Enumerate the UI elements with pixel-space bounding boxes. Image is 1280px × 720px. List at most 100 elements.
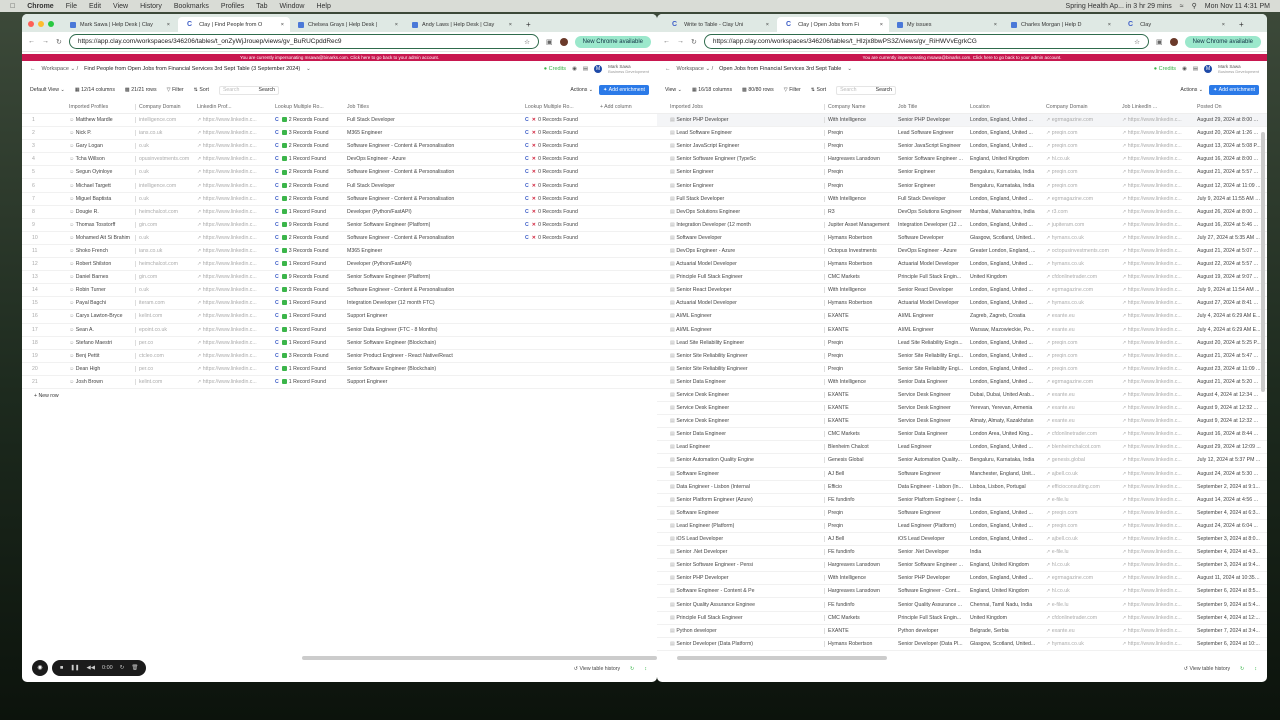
menu-item[interactable]: View (107, 2, 128, 10)
posted-on-cell[interactable]: August 9, 2024 at 12:32 A... (1197, 405, 1262, 412)
company-domain-cell[interactable]: ↗ exante.eu (1046, 313, 1075, 320)
company-domain-cell[interactable]: ↗ genesis.global (1046, 457, 1085, 464)
menu-item[interactable]: Edit (83, 2, 101, 10)
job-linkedin-cell[interactable]: ↗ https://www.linkedin.c... (1122, 234, 1182, 241)
linkedin-cell[interactable]: ↗ https://www.linkedin.c... (197, 352, 257, 359)
search-input[interactable]: Search Search (218, 85, 279, 95)
company-name-cell[interactable]: Preqin (828, 169, 843, 176)
company-domain-cell[interactable]: iteram.com (139, 300, 165, 307)
help-icon[interactable]: ◉ (1182, 66, 1187, 72)
table-row[interactable]: ▤ Senior Data Engineer CMC Markets Senio… (657, 428, 1267, 442)
job-linkedin-cell[interactable]: ↗ https://www.linkedin.c... (1122, 536, 1182, 543)
imported-job-cell[interactable]: ▤ Senior Data Engineer (667, 378, 825, 385)
table-row[interactable]: ▤ Senior Software Engineer (TypeSc Hargr… (657, 153, 1267, 167)
posted-on-cell[interactable]: August 21, 2024 at 5:57 A... (1197, 169, 1262, 176)
linkedin-cell[interactable]: ↗ https://www.linkedin.c... (197, 156, 257, 163)
company-domain-cell[interactable]: ↗ preqin.com (1046, 352, 1078, 359)
linkedin-cell[interactable]: ↗ https://www.linkedin.c... (197, 313, 257, 320)
job-linkedin-cell[interactable]: ↗ https://www.linkedin.c... (1122, 195, 1182, 202)
job-linkedin-cell[interactable]: ↗ https://www.linkedin.c... (1122, 522, 1182, 529)
table-row[interactable]: ▤ Service Desk Engineer EXANTE Service D… (657, 402, 1267, 416)
imported-job-cell[interactable]: ▤ Full Stack Developer (667, 195, 825, 202)
job-title-cell[interactable]: Senior Software Engineer (Blockchain) (347, 339, 437, 346)
posted-on-cell[interactable]: August 23, 2024 at 11:09 ... (1197, 365, 1261, 372)
job-linkedin-cell[interactable]: ↗ https://www.linkedin.c... (1122, 143, 1182, 150)
imported-job-cell[interactable]: ▤ Senior Software Engineer - Pensi (667, 562, 825, 569)
table-row[interactable]: ▤ Actuarial Model Developer Hymans Rober… (657, 258, 1267, 272)
column-header[interactable]: Company Name (828, 104, 866, 110)
company-domain-cell[interactable]: o.uk (139, 169, 149, 176)
rewind-icon[interactable]: ◀◀ (86, 665, 96, 671)
job-title-cell[interactable]: Senior PHP Developer (898, 117, 951, 124)
table-row[interactable]: ▤ Python developer EXANTE Python develop… (657, 625, 1267, 638)
job-title-cell[interactable]: Lead Site Reliability Engin... (898, 339, 963, 346)
company-domain-cell[interactable]: ↗ hymans.co.uk (1046, 261, 1084, 268)
imported-job-cell[interactable]: ▤ Senior PHP Developer (667, 117, 825, 124)
menu-item[interactable]: Bookmarks (168, 2, 209, 10)
location-cell[interactable]: London, England, United ... (970, 221, 1033, 228)
close-tab-icon[interactable]: × (993, 21, 997, 28)
linkedin-cell[interactable]: ↗ https://www.linkedin.c... (197, 143, 257, 150)
column-header[interactable]: Posted On (1197, 104, 1222, 110)
actions-button[interactable]: Actions ⌄ (1180, 87, 1204, 93)
posted-on-cell[interactable]: August 21, 2024 at 5:20 A... (1197, 378, 1262, 385)
table-row[interactable]: ▤ Lead Site Reliability Engineer Preqin … (657, 337, 1267, 350)
posted-on-cell[interactable]: August 16, 2024 at 8:00 A... (1197, 156, 1262, 163)
back-icon[interactable]: ← (663, 38, 670, 45)
job-title-cell[interactable]: Developer (Python/FastAPI) (347, 261, 412, 268)
location-cell[interactable]: Warsaw, Mazowieckie, Po... (970, 326, 1035, 333)
new-tab-button[interactable]: + (526, 20, 531, 29)
table-row[interactable]: ▤ Software Engineer Preqin Software Engi… (657, 507, 1267, 520)
imported-job-cell[interactable]: ▤ Senior .Net Developer (667, 549, 825, 556)
imported-profile-cell[interactable]: ☺ Miguel Baptista (66, 195, 136, 202)
posted-on-cell[interactable]: July 12, 2024 at 5:37 PM ... (1197, 457, 1261, 464)
posted-on-cell[interactable]: August 29, 2024 at 12:09 ... (1197, 444, 1261, 451)
company-domain-cell[interactable]: ↗ jupiteram.com (1046, 221, 1085, 228)
linkedin-cell[interactable]: ↗ https://www.linkedin.c... (197, 169, 257, 176)
job-title-cell[interactable]: Full Stack Developer (347, 182, 395, 189)
company-name-cell[interactable]: CMC Markets (828, 431, 860, 438)
job-title-cell[interactable]: Software Engineer (898, 470, 941, 477)
imported-job-cell[interactable]: ▤ Service Desk Engineer (667, 405, 825, 412)
company-domain-cell[interactable]: per.co (139, 339, 154, 346)
browser-tab[interactable]: C Clay × (1119, 17, 1231, 32)
job-linkedin-cell[interactable]: ↗ https://www.linkedin.c... (1122, 483, 1182, 490)
actions-button[interactable]: Actions ⌄ (570, 87, 594, 93)
table-row[interactable]: ▤ Senior Engineer Preqin Senior Engineer… (657, 166, 1267, 180)
job-title-cell[interactable]: Integration Developer (12 ... (898, 221, 963, 228)
table-row[interactable]: ▤ Actuarial Model Developer Hymans Rober… (657, 297, 1267, 311)
imported-job-cell[interactable]: ▤ Lead Engineer (Platform) (667, 522, 825, 529)
location-cell[interactable]: Lisboa, Lisbon, Portugal (970, 483, 1026, 490)
add-enrichment-button[interactable]: ✦ Add enrichment (599, 85, 649, 95)
table-row[interactable]: 8 ☺ Dougie R. heimchalcot.com ↗ https://… (22, 206, 657, 219)
job-title-cell[interactable]: Senior Data Engineer (898, 378, 948, 385)
imported-profile-cell[interactable]: ☺ Matthew Mardle (66, 117, 136, 124)
company-domain-cell[interactable]: kelint.com (139, 378, 163, 385)
filter-button[interactable]: ▽ Filter (783, 87, 801, 93)
posted-on-cell[interactable]: August 16, 2024 at 8:44 A... (1197, 431, 1262, 438)
company-name-cell[interactable]: EXANTE (828, 326, 849, 333)
company-domain-cell[interactable]: ↗ exante.eu (1046, 392, 1075, 399)
close-tab-icon[interactable]: × (879, 21, 883, 28)
company-domain-cell[interactable]: ↗ e-file.lu (1046, 496, 1069, 503)
imported-job-cell[interactable]: ▤ Senior PHP Developer (667, 575, 825, 582)
column-header[interactable]: Lookup Multiple Ro... (525, 104, 574, 110)
location-cell[interactable]: Belgrade, Serbia (970, 627, 1009, 634)
imported-profile-cell[interactable]: ☺ Josh Brown (66, 378, 136, 385)
lookup-2-cell[interactable]: C ✕ 0 Records Found (525, 208, 578, 215)
company-domain-cell[interactable]: ↗ cfdonlinetrader.com (1046, 431, 1098, 438)
company-domain-cell[interactable]: ↗ cfdonlinetrader.com (1046, 274, 1098, 281)
imported-profile-cell[interactable]: ☺ Sean A. (66, 326, 136, 333)
table-row[interactable]: 9 ☺ Thomas Tosstorff gin.com ↗ https://w… (22, 219, 657, 232)
linkedin-cell[interactable]: ↗ https://www.linkedin.c... (197, 274, 257, 281)
table-row[interactable]: ▤ Service Desk Engineer EXANTE Service D… (657, 389, 1267, 403)
company-domain-cell[interactable]: gin.com (139, 221, 158, 228)
location-cell[interactable]: London, England, United ... (970, 378, 1033, 385)
imported-job-cell[interactable]: ▤ DevOps Engineer - Azure (667, 247, 825, 254)
posted-on-cell[interactable]: August 27, 2024 at 8:41 A... (1197, 300, 1262, 307)
refresh-icon[interactable]: ↻ (1240, 666, 1245, 672)
